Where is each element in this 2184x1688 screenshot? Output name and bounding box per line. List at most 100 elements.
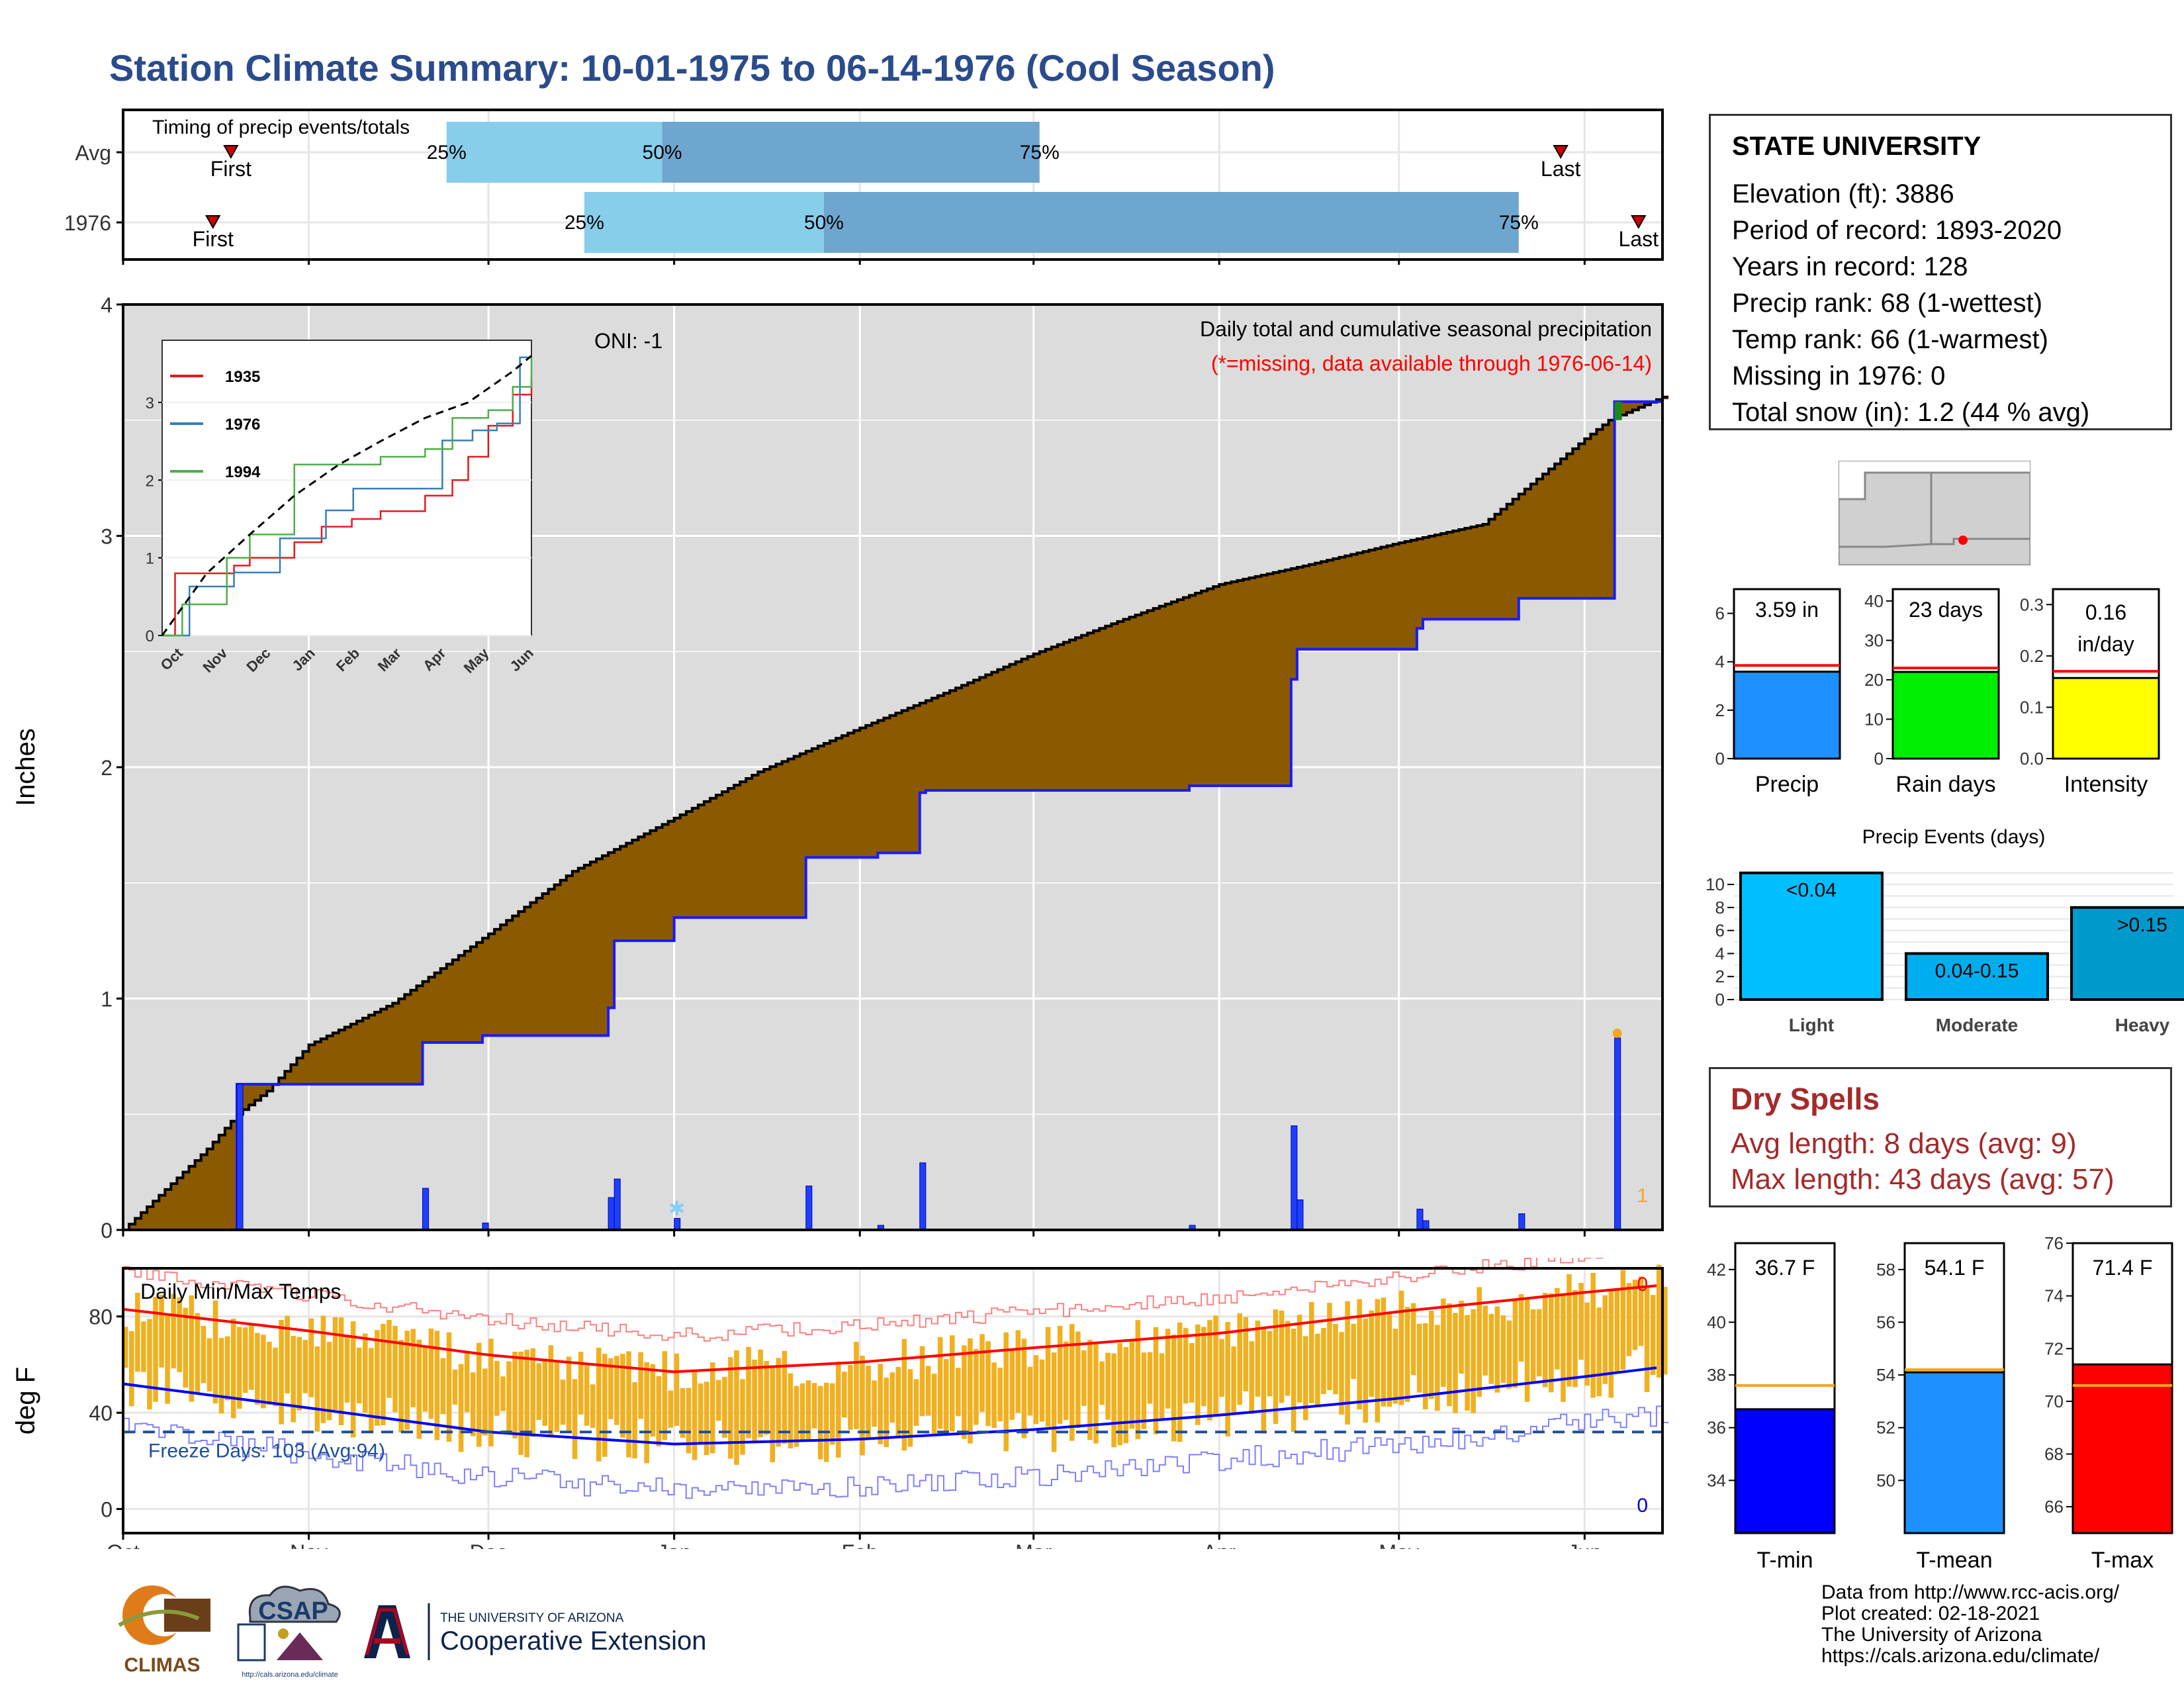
daily-temp-bar: [296, 1336, 302, 1411]
daily-temp-bar: [273, 1347, 278, 1407]
daily-temp-bar: [680, 1388, 686, 1438]
daily-temp-bar: [404, 1331, 410, 1430]
daily-temp-bar: [716, 1380, 721, 1421]
daily-temp-bar: [1524, 1297, 1530, 1402]
daily-temp-bar: [470, 1372, 476, 1436]
temp-panel-title: Daily Min/Max Temps: [140, 1280, 341, 1303]
daily-temp-bar: [1530, 1309, 1536, 1382]
daily-temp-bar: [974, 1348, 979, 1425]
daily-temp-bar: [218, 1338, 224, 1414]
daily-temp-bar: [991, 1362, 997, 1429]
daily-temp-bar: [632, 1382, 637, 1459]
dry-spells-avg: Avg length: 8 days (avg: 9): [1731, 1127, 2077, 1160]
y-tick-label: 40: [1864, 591, 1884, 611]
daily-temp-bar: [650, 1364, 656, 1437]
last-event-label: Last: [1541, 157, 1581, 181]
y-tick-label: 0: [1715, 990, 1725, 1009]
intensity-label: Intensity: [2064, 772, 2148, 797]
precip-events-chart: Precip Events (days) <0.04 Light 0.04-0.15 M…: [1706, 826, 2184, 1035]
inset-chart: 0 1 2 3 Oct Nov Dec Jan Feb Mar Apr May Jun 1935 1976 1…: [146, 340, 537, 677]
daily-temp-bar: [398, 1340, 404, 1432]
cumulative-deficit-area: [123, 397, 1669, 1230]
daily-temp-bar: [542, 1358, 548, 1427]
daily-temp-bar: [230, 1318, 236, 1419]
daily-temp-bar: [596, 1347, 602, 1462]
daily-temp-bar: [1183, 1328, 1189, 1404]
daily-temp-bar: [1267, 1331, 1273, 1397]
daily-temp-bar: [1093, 1342, 1099, 1444]
daily-temp-bar: [1207, 1320, 1212, 1421]
daily-temp-bar: [895, 1367, 901, 1437]
y-tick-label: 0.0: [2020, 749, 2044, 769]
x-tick-label: Jan: [657, 1540, 692, 1549]
precip-panel: ✱ 0 1 2 3 4 Inches ONI: -1 Daily total and cumul…: [11, 293, 1669, 1243]
daily-temp-bar: [1488, 1313, 1494, 1384]
daily-temp-bar: [937, 1337, 943, 1429]
daily-temp-bar: [500, 1376, 506, 1411]
daily-temp-bar: [1363, 1318, 1369, 1423]
daily-temp-bar: [129, 1331, 134, 1407]
y-tick-label: 1: [101, 988, 113, 1011]
x-tick-label: Mar: [1015, 1540, 1052, 1549]
daily-temp-bar: [566, 1356, 572, 1433]
daily-temp-bar: [1482, 1305, 1488, 1376]
daily-temp-bar: [740, 1379, 745, 1455]
daily-precip-bar: [614, 1178, 621, 1231]
daily-temp-bar: [452, 1369, 458, 1405]
event-category: Heavy: [2115, 1015, 2170, 1035]
quartile-label: 50%: [804, 212, 844, 234]
daily-temp-bar: [1195, 1324, 1201, 1425]
daily-precip-bar: [422, 1188, 430, 1231]
daily-temp-bar: [195, 1313, 201, 1393]
daily-temp-bar: [153, 1297, 158, 1402]
daily-temp-bar: [356, 1347, 362, 1404]
y-tick-label: 50: [1876, 1470, 1895, 1490]
daily-temp-bar: [674, 1353, 680, 1427]
quartile-tile-late: [823, 192, 1519, 253]
intensity-value-label: 0.16: [2085, 600, 2126, 624]
daily-temp-bar: [872, 1380, 877, 1427]
daily-temp-bar: [1542, 1293, 1548, 1387]
daily-temp-bar: [1009, 1348, 1015, 1420]
locator-map: [1839, 461, 2030, 565]
last-event-label: Last: [1619, 227, 1659, 251]
daily-temp-bar: [817, 1385, 823, 1460]
daily-temp-bar: [884, 1378, 889, 1448]
daily-temp-bar: [686, 1387, 692, 1454]
daily-precip-bar: [919, 1162, 927, 1231]
daily-temp-bar: [1567, 1274, 1572, 1387]
daily-temp-bar: [536, 1363, 542, 1420]
daily-temp-bar: [1135, 1320, 1141, 1440]
daily-temp-bar: [590, 1384, 596, 1429]
daily-temp-bar: [236, 1327, 242, 1409]
y-tick-label: 38: [1707, 1365, 1726, 1385]
y-tick-label: 66: [2044, 1497, 2064, 1517]
daily-temp-bar: [255, 1333, 260, 1405]
x-tick-label: May: [1379, 1540, 1419, 1549]
daily-temp-bar: [1081, 1350, 1087, 1406]
daily-temp-bar: [267, 1341, 272, 1405]
legend-label: 1935: [225, 368, 260, 386]
daily-temp-bar: [320, 1315, 326, 1423]
rain-days-bar: [1891, 671, 2000, 760]
timing-panel: 25% 50% 75% First Last Avg 25% 50% 75% First Last 1…: [64, 109, 1664, 265]
daily-temp-bar: [123, 1327, 128, 1368]
credit-line: Plot created: 02-18-2021: [1821, 1603, 2040, 1624]
event-bar: [2070, 906, 2184, 1001]
daily-temp-bar: [1506, 1320, 1512, 1389]
y-tick-label: 56: [1876, 1312, 1895, 1332]
daily-temp-bar: [1021, 1338, 1027, 1438]
daily-temp-bar: [782, 1350, 788, 1444]
tmax-value-label: 71.4 F: [2093, 1256, 2153, 1280]
daily-temp-bar: [584, 1365, 590, 1426]
record-low-line: [123, 1405, 1669, 1499]
daily-temp-bar: [764, 1360, 769, 1435]
daily-temp-bar: [1662, 1286, 1668, 1375]
inset-series-line: [162, 356, 533, 637]
daily-temp-bar: [206, 1338, 212, 1392]
daily-temp-bar: [1171, 1335, 1177, 1442]
quartile-label: 75%: [1499, 212, 1539, 234]
daily-temp-bar: [1033, 1355, 1039, 1425]
daily-temp-bar: [1351, 1323, 1356, 1380]
daily-temp-bar: [434, 1331, 440, 1440]
